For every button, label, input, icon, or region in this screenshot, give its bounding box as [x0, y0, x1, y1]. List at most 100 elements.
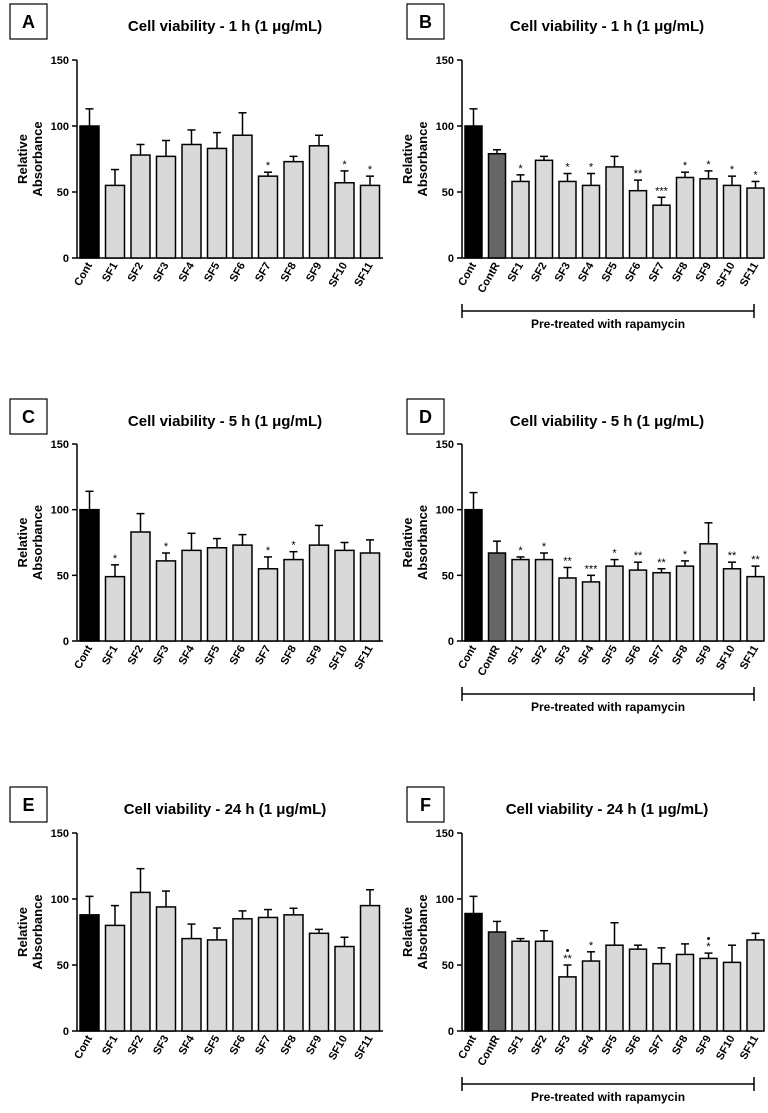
x-tick-label: SF3 [553, 1034, 573, 1057]
y-axis-label-line: Relative [15, 907, 30, 957]
significance-label: * [291, 540, 296, 552]
y-axis-label-line: Absorbance [415, 894, 430, 969]
bar [79, 914, 100, 1032]
x-tick-label: SF10 [327, 644, 351, 673]
chart-title: Cell viability - 5 h (1 μg/mL) [510, 413, 704, 430]
y-axis-label-line: Relative [15, 518, 30, 568]
y-tick-label: 150 [436, 828, 454, 840]
bar [359, 904, 381, 1032]
bar [487, 152, 507, 259]
panel-c: C Cell viability - 5 h (1 μg/mL) RelativeA… [9, 398, 383, 673]
x-tick-label: SF2 [529, 644, 549, 667]
bar [558, 976, 577, 1032]
bar [699, 178, 718, 259]
significance-label: *** [655, 185, 669, 197]
x-tick-label: SF1 [506, 644, 526, 667]
x-tick-label: SF7 [253, 1034, 273, 1057]
significance-label: * [266, 545, 271, 557]
y-axis-label-line: Absorbance [415, 121, 430, 196]
y-axis-label-line: Relative [400, 518, 415, 568]
x-tick-label: SF1 [506, 1034, 526, 1057]
significance-label: * [683, 160, 688, 172]
x-tick-label: SF2 [126, 261, 146, 284]
bar [181, 549, 202, 642]
y-tick-label: 0 [448, 636, 454, 648]
panel-letter-box [9, 398, 48, 435]
y-tick-label: 50 [57, 570, 69, 582]
x-tick-label: SF2 [126, 644, 146, 667]
x-tick-label: SF9 [304, 1034, 324, 1057]
bar [675, 953, 695, 1032]
significance-label: * [164, 541, 169, 553]
y-axis-label-line: Absorbance [30, 894, 45, 969]
bar [283, 914, 304, 1032]
x-tick-label: SF5 [600, 644, 620, 667]
x-tick-label: SF3 [151, 261, 171, 284]
x-tick-label: SF5 [202, 261, 222, 284]
x-tick-label: SF8 [670, 1034, 690, 1057]
bar [581, 581, 601, 642]
y-tick-label: 150 [436, 439, 454, 451]
x-tick-label: SF7 [253, 644, 273, 667]
significance-label: * [368, 164, 373, 176]
bar [581, 960, 601, 1032]
significance-marker: • [566, 945, 570, 957]
y-axis-label: RelativeAbsorbance [15, 505, 45, 580]
x-tick-label: SF4 [576, 643, 597, 667]
bar [534, 558, 554, 642]
x-tick-label: SF7 [253, 261, 273, 284]
bar [334, 549, 355, 642]
y-tick-label: 150 [51, 828, 69, 840]
bar [464, 508, 483, 642]
bar [283, 160, 304, 259]
significance-label: * [266, 160, 271, 172]
y-tick-label: 100 [51, 505, 69, 517]
panel-b: B Cell viability - 1 h (1 μg/mL) RelativeA… [400, 3, 765, 331]
x-tick-label: SF6 [228, 1034, 248, 1057]
x-tick-label: ContR [476, 1033, 503, 1068]
x-tick-label: SF10 [714, 644, 738, 673]
x-tick-label: SF3 [151, 644, 171, 667]
bar [283, 558, 304, 642]
significance-marker: • [707, 933, 711, 945]
y-axis-label-line: Absorbance [30, 121, 45, 196]
bar [359, 552, 381, 642]
significance-label: *** [585, 563, 599, 575]
x-tick-label: SF9 [304, 261, 324, 284]
y-axis-label: RelativeAbsorbance [400, 121, 430, 196]
x-tick-label: SF6 [228, 261, 248, 284]
x-tick-label: SF7 [647, 1034, 667, 1057]
x-tick-label: SF8 [670, 644, 690, 667]
y-tick-label: 150 [51, 55, 69, 67]
bar [334, 182, 355, 259]
x-tick-label: SF9 [304, 644, 324, 667]
bar [79, 508, 100, 642]
bar [206, 547, 228, 642]
x-tick-label: SF1 [100, 644, 120, 667]
bar [464, 125, 483, 259]
y-tick-label: 50 [442, 187, 454, 199]
bar [232, 918, 253, 1032]
x-tick-label: SF6 [623, 261, 643, 284]
bar [652, 571, 671, 642]
bar [130, 154, 151, 259]
bar [722, 184, 742, 259]
x-tick-label: Cont [456, 260, 479, 288]
bar [722, 568, 742, 642]
significance-label: * [113, 553, 118, 565]
y-tick-label: 50 [442, 570, 454, 582]
significance-label: * [730, 164, 735, 176]
x-tick-label: SF5 [600, 261, 620, 284]
bar [487, 552, 507, 642]
significance-label: * [518, 545, 523, 557]
x-tick-label: SF4 [177, 643, 198, 667]
bar [605, 944, 624, 1032]
y-tick-label: 100 [436, 121, 454, 133]
x-tick-label: SF3 [553, 261, 573, 284]
y-axis-label-line: Relative [400, 907, 415, 957]
y-tick-label: 100 [436, 505, 454, 517]
x-tick-label: SF3 [151, 1034, 171, 1057]
bar [511, 558, 530, 642]
significance-label: * [518, 163, 523, 175]
bar [746, 187, 765, 259]
